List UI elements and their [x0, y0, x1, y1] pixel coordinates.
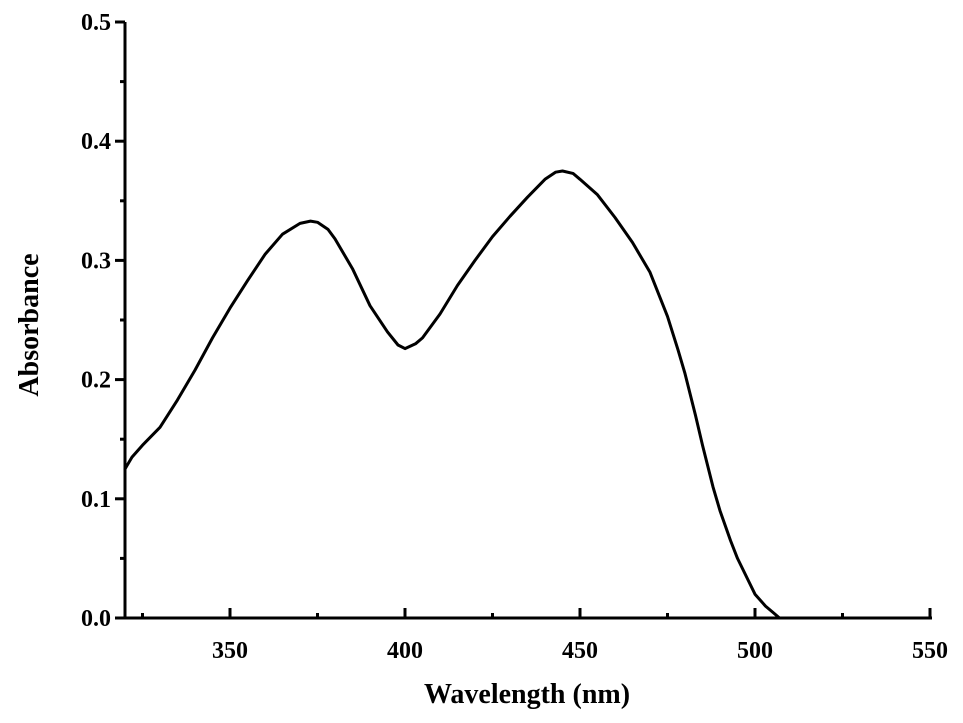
- x-tick-label: 500: [737, 638, 773, 664]
- x-tick-label: 550: [912, 638, 948, 664]
- y-axis-title: Absorbance: [14, 253, 45, 396]
- axis-ticks: [115, 20, 932, 620]
- y-tick-label: 0.3: [81, 248, 111, 274]
- x-axis-title: Wavelength (nm): [424, 679, 630, 710]
- y-tick-label: 0.2: [81, 368, 111, 394]
- x-tick-label: 350: [212, 638, 248, 664]
- x-tick-label: 450: [562, 638, 598, 664]
- y-tick-label: 0.4: [81, 129, 111, 155]
- y-tick-label: 0.0: [81, 606, 111, 632]
- y-tick-label: 0.1: [81, 487, 111, 513]
- x-tick-label: 400: [387, 638, 423, 664]
- axis-tick-labels: 350 400 450 500 550 0.0 0.1 0.2 0.3 0.4 0.5: [81, 10, 948, 664]
- absorbance-curve: [123, 169, 788, 620]
- y-tick-label: 0.5: [81, 10, 111, 36]
